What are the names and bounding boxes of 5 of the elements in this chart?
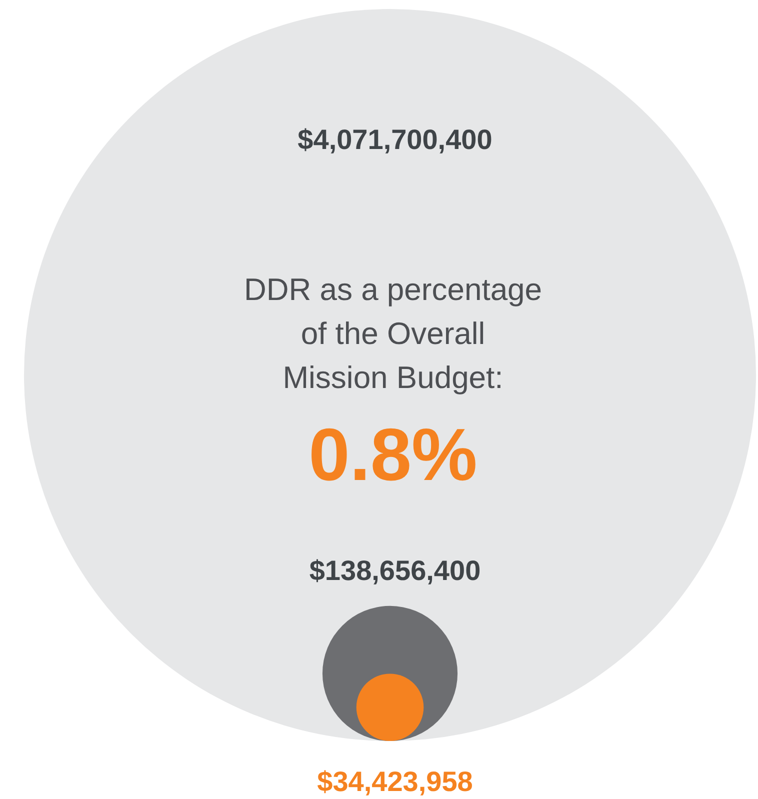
text: DDR as a percentage of the Overall Mission Budget:: [244, 272, 542, 395]
data-label: $138,656,400: [309, 554, 481, 586]
text: 0.8%: [308, 413, 478, 496]
data-label: $34,423,958: [317, 766, 473, 797]
data-label: $4,071,700,400: [298, 124, 492, 155]
